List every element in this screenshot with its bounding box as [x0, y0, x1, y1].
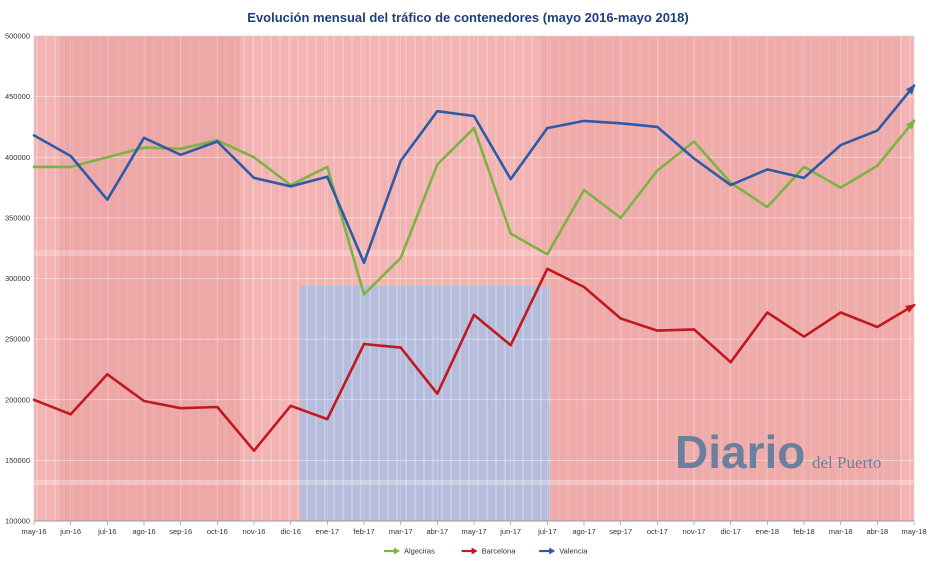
- x-tick-label: oct-16: [207, 527, 228, 536]
- y-tick-label: 200000: [5, 395, 30, 404]
- x-tick-label: nov-16: [243, 527, 266, 536]
- y-tick-label: 400000: [5, 153, 30, 162]
- y-tick-label: 300000: [5, 274, 30, 283]
- x-tick-label: ene-18: [756, 527, 779, 536]
- legend-arrow-barcelona: [471, 547, 478, 555]
- series-lines: [32, 84, 916, 452]
- x-tick-label: jun-17: [499, 527, 521, 536]
- x-tick-label: nov-17: [683, 527, 706, 536]
- y-tick-label: 250000: [5, 335, 30, 344]
- chart-title: Evolución mensual del tráfico de contene…: [247, 10, 688, 25]
- x-tick-label: oct-17: [647, 527, 668, 536]
- y-tick-label: 350000: [5, 213, 30, 222]
- series-arrow-algeciras: [905, 119, 916, 130]
- x-tick-label: ago-17: [572, 527, 595, 536]
- series-arrow-valencia: [905, 84, 916, 95]
- y-axis: 100000 150000 200000 250000 300000 350000 4000…: [5, 32, 30, 526]
- logo-sub: del Puerto: [812, 453, 881, 472]
- y-tick-label: 100000: [5, 517, 30, 526]
- y-tick-label: 150000: [5, 456, 30, 465]
- x-tick-label: ene-17: [316, 527, 339, 536]
- x-tick-label: jun-16: [59, 527, 81, 536]
- y-tick-label: 500000: [5, 32, 30, 41]
- logo-brand: Diario: [675, 426, 805, 478]
- x-tick-label: mar-17: [389, 527, 413, 536]
- legend-label-barcelona: Barcelona: [482, 547, 517, 556]
- x-tick-label: dic-17: [720, 527, 740, 536]
- x-tick-label: abr-18: [866, 527, 888, 536]
- x-tick-label: jul-17: [537, 527, 556, 536]
- gridlines: [33, 35, 915, 522]
- series-line-valencia: [32, 84, 916, 264]
- diario-del-puerto-logo: Diario del Puerto: [675, 426, 881, 478]
- legend: Algeciras Barcelona Valencia: [384, 547, 588, 556]
- legend-arrow-valencia: [549, 547, 556, 555]
- x-tick-label: sep-17: [609, 527, 632, 536]
- x-tick-label: may-16: [21, 527, 46, 536]
- x-tick-label: ago-16: [132, 527, 155, 536]
- x-tick-label: abr-17: [426, 527, 448, 536]
- series-line-algeciras: [32, 119, 916, 296]
- x-tick-label: mar-18: [829, 527, 853, 536]
- legend-arrow-algeciras: [394, 547, 400, 555]
- series-line-barcelona: [32, 267, 916, 452]
- x-tick-label: feb-18: [793, 527, 814, 536]
- x-tick-label: sep-16: [169, 527, 192, 536]
- legend-label-algeciras: Algeciras: [404, 547, 435, 556]
- legend-label-valencia: Valencia: [559, 547, 588, 556]
- x-tick-label: jul-16: [97, 527, 116, 536]
- x-tick-label: feb-17: [353, 527, 374, 536]
- x-tick-label: may-18: [901, 527, 926, 536]
- y-tick-label: 450000: [5, 92, 30, 101]
- x-axis: may-16 jun-16 jul-16 ago-16 sep-16 oct-16 nov-…: [21, 520, 927, 536]
- x-tick-label: dic-16: [280, 527, 300, 536]
- series-arrow-barcelona: [905, 304, 916, 313]
- x-tick-label: may-17: [461, 527, 486, 536]
